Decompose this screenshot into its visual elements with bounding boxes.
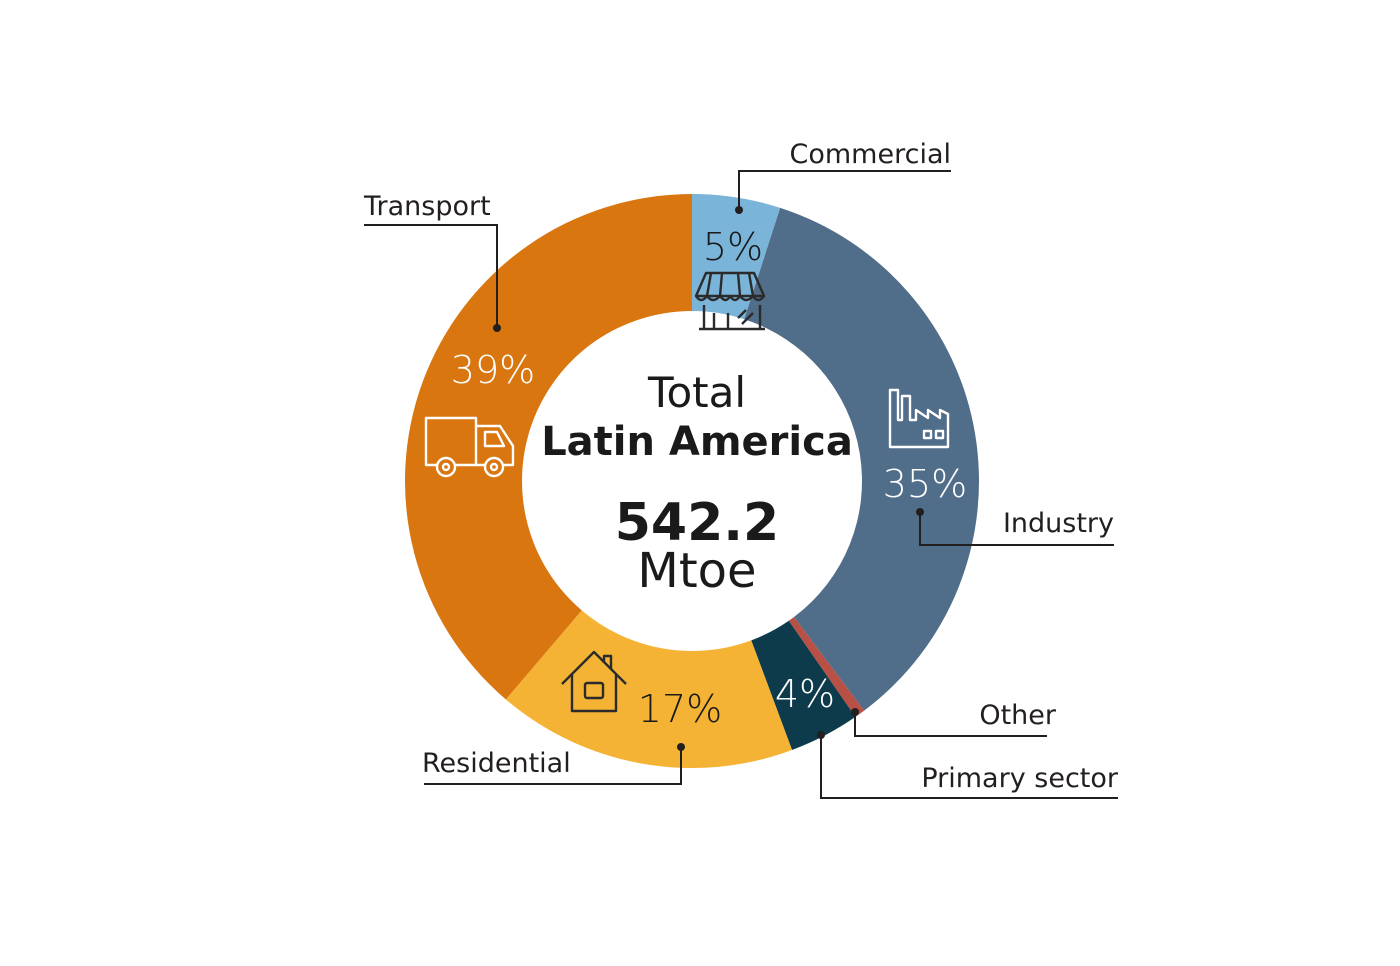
commercial-label: Commercial [790, 139, 952, 170]
other-leader [854, 712, 1047, 737]
shop-icon [694, 271, 766, 331]
industry-leader-dot [916, 508, 924, 516]
residential-leader [424, 747, 682, 785]
primary-sector-leader [820, 735, 1118, 799]
slice-primary [751, 620, 856, 751]
house-icon [561, 650, 627, 713]
donut-slices [404, 193, 979, 768]
transport-percent: 39% [451, 348, 535, 392]
slice-industry [744, 207, 979, 711]
factory-icon [888, 388, 950, 449]
industry-leader [919, 512, 1114, 546]
other-leader-dot [851, 708, 859, 716]
slice-residential [505, 610, 793, 768]
residential-label: Residential [422, 748, 571, 779]
primary-sector-label: Primary sector [921, 763, 1119, 794]
transport-leader [364, 224, 498, 328]
truck-icon [424, 416, 515, 478]
transport-leader-dot [493, 324, 501, 332]
other-label: Other [979, 700, 1057, 731]
residential-percent: 17% [638, 687, 722, 731]
industry-label: Industry [1003, 508, 1114, 539]
commercial-leader-dot [735, 206, 743, 214]
leader-lines [364, 170, 1118, 799]
slice-transport [404, 193, 692, 700]
transport-label: Transport [363, 191, 491, 222]
commercial-percent: 5% [703, 225, 763, 269]
slice-other [788, 617, 865, 717]
primary-sector-percent: 4% [775, 672, 835, 716]
commercial-leader [738, 170, 951, 210]
center-total-label: Total [647, 368, 746, 417]
slice-commercial [692, 194, 781, 320]
center-region-label: Latin America [541, 419, 853, 465]
primary-sector-leader-dot [817, 731, 825, 739]
residential-leader-dot [677, 743, 685, 751]
center-total-value: 542.2 [615, 493, 779, 553]
center-unit: Mtoe [637, 543, 756, 599]
industry-percent: 35% [883, 462, 967, 506]
